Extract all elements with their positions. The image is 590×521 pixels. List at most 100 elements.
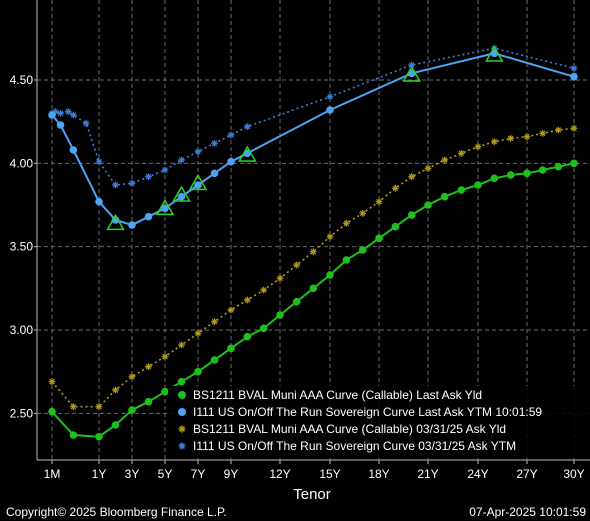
legend-marker xyxy=(178,408,186,416)
data-point xyxy=(326,106,334,114)
data-point xyxy=(211,139,218,147)
x-tick-label: 15Y xyxy=(319,467,340,481)
data-point xyxy=(161,204,169,213)
data-point xyxy=(326,271,334,279)
data-point xyxy=(111,421,120,429)
data-point xyxy=(408,61,416,69)
legend-marker xyxy=(178,391,186,399)
copyright-text: Copyright© 2025 Bloomberg Finance L.P. xyxy=(6,505,227,519)
data-point xyxy=(342,256,351,264)
data-point xyxy=(474,181,482,189)
data-point xyxy=(570,72,578,81)
x-tick-label: 21Y xyxy=(417,467,438,481)
data-point xyxy=(570,64,578,72)
data-point xyxy=(391,222,400,231)
data-point xyxy=(342,219,350,227)
data-point xyxy=(145,363,152,371)
data-point xyxy=(178,156,185,164)
data-point xyxy=(64,108,72,116)
triangle-marker xyxy=(155,198,175,216)
x-tick-label: 1Y xyxy=(92,467,107,481)
data-point xyxy=(144,397,153,406)
y-tick-label: 3.50 xyxy=(10,240,34,254)
data-point xyxy=(424,164,432,172)
data-point xyxy=(82,119,90,127)
data-point xyxy=(570,159,578,168)
data-point xyxy=(177,192,186,201)
x-tick-label: 30Y xyxy=(563,467,584,481)
data-point xyxy=(161,353,169,361)
data-point xyxy=(69,431,78,439)
data-point xyxy=(259,324,268,333)
data-point xyxy=(326,233,334,241)
data-point xyxy=(194,367,202,376)
y-tick-label: 2.50 xyxy=(10,406,34,420)
data-point xyxy=(309,284,318,293)
data-point xyxy=(194,181,202,189)
data-point xyxy=(128,179,136,187)
data-point xyxy=(358,246,367,254)
legend-marker xyxy=(178,425,186,433)
data-point xyxy=(457,149,465,157)
x-tick-label: 3Y xyxy=(125,467,140,481)
data-point xyxy=(490,138,498,146)
data-point xyxy=(128,406,136,414)
data-point xyxy=(375,198,383,206)
series-line-2 xyxy=(51,127,575,408)
data-point xyxy=(161,387,169,396)
data-point xyxy=(227,306,235,314)
x-tick-label: 1M xyxy=(44,467,61,481)
data-point xyxy=(243,123,251,131)
data-point xyxy=(243,296,251,304)
series-1 xyxy=(48,45,578,231)
data-point xyxy=(48,111,56,119)
data-point xyxy=(227,344,235,353)
data-point xyxy=(95,197,103,206)
data-point xyxy=(48,378,56,386)
data-point xyxy=(144,212,153,221)
data-point xyxy=(359,209,367,217)
data-point xyxy=(56,121,65,129)
data-point xyxy=(112,386,119,394)
data-point xyxy=(227,157,235,166)
data-point xyxy=(539,129,547,137)
series-3 xyxy=(48,44,578,189)
x-tick-label: 27Y xyxy=(516,467,537,481)
data-point xyxy=(292,297,301,306)
legend-box xyxy=(168,386,590,458)
data-point xyxy=(474,143,482,151)
y-tick-label: 4.00 xyxy=(10,156,34,170)
x-tick-label: 7Y xyxy=(191,467,206,481)
data-point xyxy=(52,108,59,116)
x-tick-label: 24Y xyxy=(467,467,488,481)
data-point xyxy=(95,158,103,166)
data-point xyxy=(69,111,77,119)
triangle-marker xyxy=(188,173,208,191)
y-tick-label: 3.00 xyxy=(10,323,34,337)
data-point xyxy=(161,166,169,174)
data-point xyxy=(391,184,399,192)
data-point xyxy=(424,201,432,209)
x-tick-label: 9Y xyxy=(224,467,239,481)
series-0 xyxy=(48,159,578,441)
data-point xyxy=(145,173,152,181)
x-axis-label: Tenor xyxy=(293,486,331,503)
data-point xyxy=(506,171,515,179)
x-tick-label: 18Y xyxy=(368,467,389,481)
x-tick-label: 12Y xyxy=(269,467,290,481)
data-point xyxy=(554,126,562,134)
legend-entry: I111 US On/Off The Run Sovereign Curve L… xyxy=(193,405,542,419)
data-point xyxy=(375,234,383,243)
series-2 xyxy=(48,124,578,411)
data-point xyxy=(177,377,186,386)
data-point xyxy=(95,432,103,441)
legend-entry: I111 US On/Off The Run Sovereign Curve 0… xyxy=(193,439,516,453)
legend: BS1211 BVAL Muni AAA Curve (Callable) La… xyxy=(168,386,590,458)
y-tick-label: 4.50 xyxy=(10,73,34,87)
x-tick-labels: 1M 1Y 3Y 5Y 7Y 9Y 12Y 15Y 18Y 21Y 24Y 27Y 30Y xyxy=(44,460,585,481)
y-tick-labels: 2.50 3.00 3.50 4.00 4.50 xyxy=(10,73,37,420)
data-point xyxy=(408,173,416,181)
data-point xyxy=(523,133,531,141)
triangle-marker xyxy=(106,213,125,231)
data-point xyxy=(293,261,301,269)
